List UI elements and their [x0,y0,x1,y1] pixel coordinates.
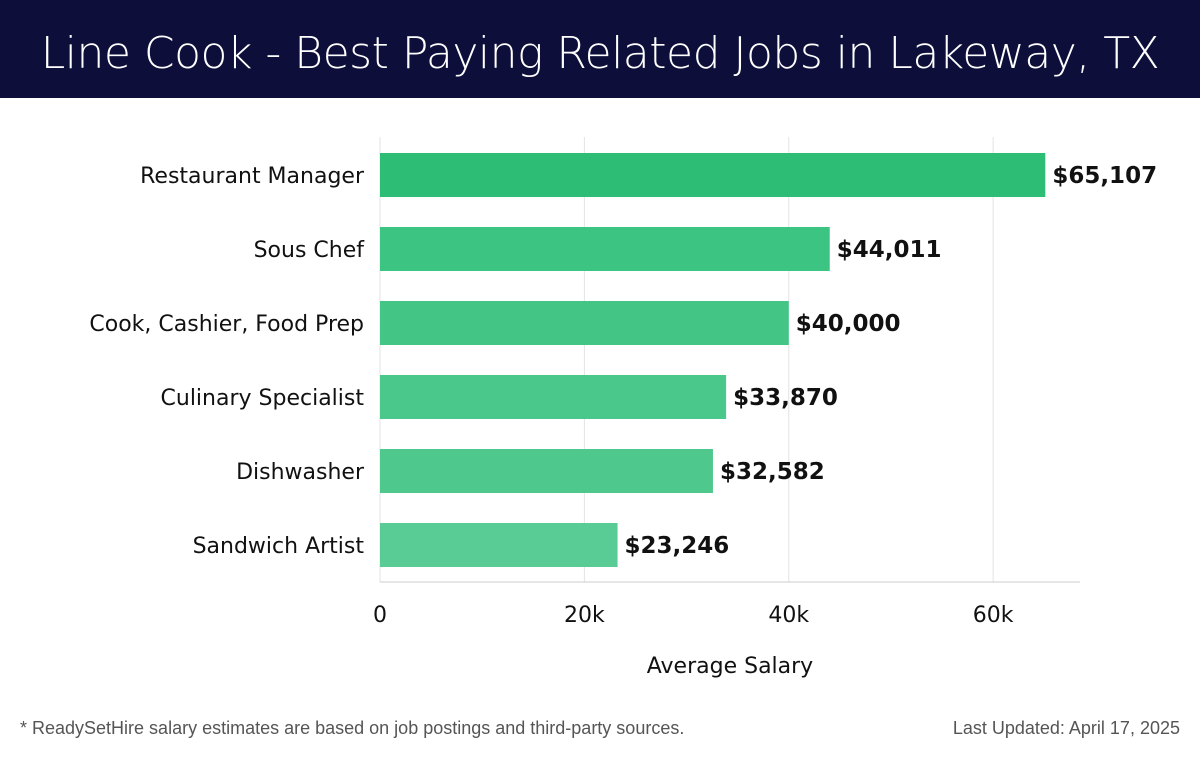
bar-value-label: $44,011 [837,237,942,263]
title-banner: Line Cook - Best Paying Related Jobs in … [0,0,1200,98]
bar [380,227,830,271]
bar [380,449,713,493]
category-label: Dishwasher [236,460,365,485]
footnote: * ReadySetHire salary estimates are base… [20,718,685,738]
x-axis-label: Average Salary [647,654,813,679]
category-label: Culinary Specialist [161,386,365,411]
bar [380,375,727,419]
category-label: Sous Chef [254,238,366,263]
category-label: Sandwich Artist [193,534,365,559]
bar [380,523,618,567]
bar-value-label: $33,870 [733,385,838,411]
x-tick-label: 40k [768,603,809,628]
category-labels: Restaurant Manager Sous Chef Cook, Cashier… [89,164,365,559]
x-axis-ticks: 0 20k 40k 60k [373,603,1014,628]
bar [380,301,789,345]
bar-value-label: $32,582 [720,459,825,485]
bar-value-label: $23,246 [625,533,730,559]
grid-lines [379,137,994,582]
category-label: Restaurant Manager [140,164,365,189]
bar-value-label: $65,107 [1052,163,1157,189]
x-tick-label: 0 [373,603,387,628]
bars [380,153,1046,567]
last-updated: Last Updated: April 17, 2025 [952,718,1180,738]
bar [380,153,1046,197]
bar-value-label: $40,000 [796,311,901,337]
category-label: Cook, Cashier, Food Prep [89,312,364,337]
x-tick-label: 20k [564,603,605,628]
chart-title: Line Cook - Best Paying Related Jobs in … [40,28,1160,79]
x-tick-label: 60k [973,603,1014,628]
value-labels: $65,107 $44,011 $40,000 $33,870 $32,582 $23,2… [625,163,1158,559]
